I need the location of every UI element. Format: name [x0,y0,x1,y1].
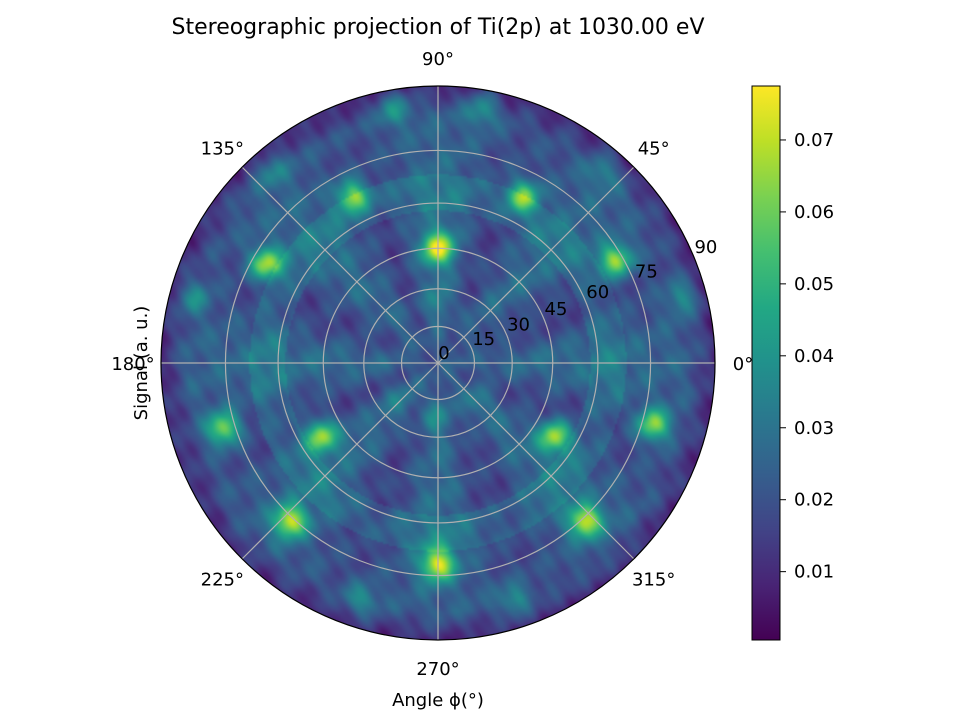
radial-tick-labels: 0 15 30 45 60 75 90 [438,237,717,364]
colorbar-tick-label: 0.01 [794,562,834,583]
radial-tick-label: 30 [507,315,530,336]
x-axis-label: Angle ϕ(°) [392,690,484,711]
radial-tick-label: 60 [586,282,609,303]
colorbar-tick-label: 0.05 [794,274,834,295]
colorbar-tick-label: 0.07 [794,130,834,151]
angular-tick-label: 135° [201,138,244,159]
angular-tick-label: 180° [111,354,154,375]
angular-gridline-225 [241,362,439,560]
polar-grid [161,86,715,640]
radial-tick-label: 90 [694,237,717,258]
radial-tick-label: 15 [472,329,495,350]
radial-tick-label: 0 [438,343,449,364]
angular-tick-label: 225° [201,570,244,591]
colorbar-tick-label: 0.02 [794,490,834,511]
colorbar-tick-label: 0.04 [794,346,834,367]
radial-tick-label: 75 [635,262,658,283]
colorbar-gradient [751,85,781,641]
angular-tick-labels: 0° 45° 90° 135° 180° 225° 270° 315° [111,49,753,680]
colorbar: 0.01 0.02 0.03 0.04 0.05 0.06 0.07 [751,85,834,641]
polar-frame [160,85,716,641]
angular-gridline-315 [437,362,635,560]
chart-title: Stereographic projection of Ti(2p) at 10… [172,15,705,40]
angular-gridline-135 [241,166,439,364]
angular-tick-label: 0° [733,354,753,375]
colorbar-ticks: 0.01 0.02 0.03 0.04 0.05 0.06 0.07 [780,130,834,583]
angular-tick-label: 315° [632,570,675,591]
angular-gridline-45 [437,166,635,364]
y-axis-label: Signal (a. u.) [131,306,152,421]
angular-tick-label: 270° [416,659,459,680]
angular-tick-label: 45° [638,138,670,159]
angular-tick-label: 90° [422,49,454,70]
colorbar-tick-label: 0.06 [794,202,834,223]
radial-tick-label: 45 [545,299,568,320]
colorbar-tick-label: 0.03 [794,418,834,439]
